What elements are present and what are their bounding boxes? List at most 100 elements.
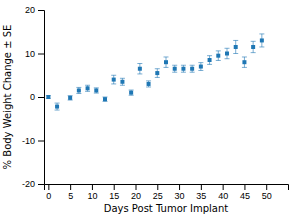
tick-label: 35 xyxy=(196,191,206,201)
tick-mark xyxy=(38,54,44,55)
tick-label: 10 xyxy=(25,49,35,59)
error-bar xyxy=(55,103,60,110)
axis-line xyxy=(45,185,289,191)
tick: 20 xyxy=(25,5,44,15)
point xyxy=(103,97,107,101)
x-axis: 0 5 10 15 20 25 30 35 40 45 50 xyxy=(45,184,289,201)
error-bar xyxy=(225,48,230,58)
tick: 10 xyxy=(25,49,44,59)
point xyxy=(46,95,50,99)
tick-label: 45 xyxy=(240,191,250,201)
tick-mark xyxy=(38,97,44,98)
error-bar xyxy=(216,51,221,61)
tick-label: 20 xyxy=(25,5,35,15)
error-bar xyxy=(181,65,186,72)
point xyxy=(234,45,238,49)
tick-mark xyxy=(48,184,49,190)
tick-label: -20 xyxy=(22,179,35,189)
tick-label: 0 xyxy=(30,92,35,102)
tick: 30 xyxy=(175,184,185,201)
point xyxy=(260,38,264,42)
tick-mark xyxy=(38,141,44,142)
point xyxy=(225,52,229,56)
error-bar xyxy=(94,88,99,93)
tick-label: 15 xyxy=(109,191,119,201)
tick-mark xyxy=(244,184,245,190)
tick: 0 xyxy=(30,92,44,102)
tick-mark xyxy=(223,184,224,190)
error-bar xyxy=(76,87,81,93)
tick: 35 xyxy=(196,184,206,201)
error-bar xyxy=(207,56,212,65)
tick: 10 xyxy=(87,184,97,201)
tick: 0 xyxy=(46,184,51,201)
error-bar xyxy=(155,69,160,78)
error-bar xyxy=(85,85,90,91)
point xyxy=(216,54,220,58)
point xyxy=(208,58,212,62)
point xyxy=(86,86,90,90)
error-bar xyxy=(233,40,238,53)
tick-mark xyxy=(201,184,202,190)
tick-mark xyxy=(157,184,158,190)
series xyxy=(46,34,265,110)
error-bar xyxy=(137,64,142,74)
tick: 50 xyxy=(262,184,272,201)
point xyxy=(190,67,194,71)
point xyxy=(251,45,255,49)
tick-mark xyxy=(136,184,137,190)
error-bar xyxy=(190,65,195,72)
tick-mark xyxy=(38,10,44,11)
error-bar xyxy=(251,41,256,52)
tick: 40 xyxy=(218,184,228,201)
tick-label: 20 xyxy=(131,191,141,201)
point xyxy=(94,88,98,92)
error-bar xyxy=(68,96,73,100)
error-bar xyxy=(103,97,108,101)
point xyxy=(164,60,168,64)
point xyxy=(199,65,203,69)
point xyxy=(181,67,185,71)
point xyxy=(55,105,59,109)
tick-mark xyxy=(266,184,267,190)
tick-mark xyxy=(179,184,180,190)
error-bar xyxy=(259,34,264,47)
tick-label: 25 xyxy=(153,191,163,201)
error-bar xyxy=(129,90,134,95)
tick-label: -10 xyxy=(22,136,35,146)
tick: 20 xyxy=(131,184,141,201)
point xyxy=(129,91,133,95)
error-bar xyxy=(172,65,177,72)
tick: 5 xyxy=(68,184,73,201)
tick-label: 0 xyxy=(46,191,51,201)
x-axis-title: Days Post Tumor Implant xyxy=(104,203,229,214)
point xyxy=(120,80,124,84)
tick-label: 50 xyxy=(262,191,272,201)
point xyxy=(112,78,116,82)
tick: -20 xyxy=(22,179,44,189)
tick: 45 xyxy=(240,184,250,201)
point xyxy=(138,67,142,71)
plot: 0 5 10 15 20 25 30 35 40 45 50 -20 -10 0 10 20 xyxy=(22,5,289,201)
point xyxy=(68,96,72,100)
tick: 15 xyxy=(109,184,119,201)
tick: -10 xyxy=(22,136,44,146)
tick-mark xyxy=(70,184,71,190)
chart: 0 5 10 15 20 25 30 35 40 45 50 -20 -10 0 10 20 Days Post… xyxy=(0,0,300,216)
error-bar xyxy=(164,57,169,67)
point xyxy=(147,82,151,86)
tick-label: 10 xyxy=(87,191,97,201)
error-bar xyxy=(146,81,151,87)
error-bar xyxy=(46,96,51,99)
tick-mark xyxy=(92,184,93,190)
y-axis: -20 -10 0 10 20 xyxy=(22,5,45,189)
point xyxy=(77,88,81,92)
point xyxy=(173,67,177,71)
point xyxy=(242,60,246,64)
tick-label: 40 xyxy=(218,191,228,201)
tick-mark xyxy=(114,184,115,190)
tick-label: 30 xyxy=(175,191,185,201)
error-bar xyxy=(198,63,203,71)
axis-line xyxy=(38,11,45,185)
error-bar xyxy=(111,75,116,84)
